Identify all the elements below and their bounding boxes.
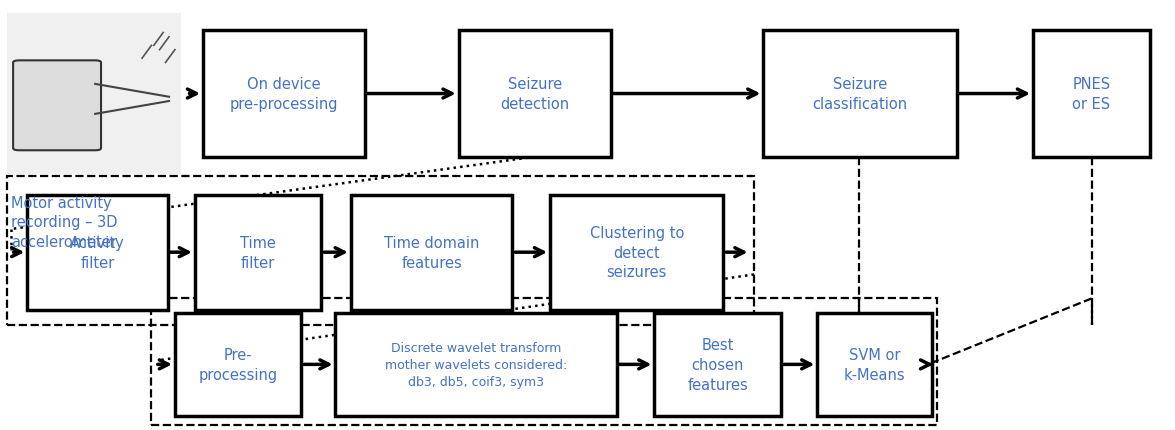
- FancyBboxPatch shape: [27, 195, 168, 310]
- FancyBboxPatch shape: [7, 14, 181, 175]
- FancyBboxPatch shape: [458, 31, 611, 157]
- Text: Discrete wavelet transform
mother wavelets considered:
db3, db5, coif3, sym3: Discrete wavelet transform mother wavele…: [385, 341, 568, 388]
- Text: Activity
filter: Activity filter: [70, 235, 125, 270]
- FancyBboxPatch shape: [336, 313, 617, 416]
- FancyBboxPatch shape: [764, 31, 956, 157]
- FancyBboxPatch shape: [175, 313, 302, 416]
- FancyBboxPatch shape: [350, 195, 512, 310]
- Text: SVM or
k-Means: SVM or k-Means: [844, 347, 906, 382]
- Text: Time
filter: Time filter: [240, 235, 276, 270]
- Text: Pre-
processing: Pre- processing: [199, 347, 277, 382]
- Text: Best
chosen
features: Best chosen features: [687, 337, 748, 392]
- FancyBboxPatch shape: [203, 31, 364, 157]
- Text: PNES
or ES: PNES or ES: [1073, 77, 1110, 112]
- FancyBboxPatch shape: [1033, 31, 1150, 157]
- FancyBboxPatch shape: [550, 195, 724, 310]
- Text: Clustering to
detect
seizures: Clustering to detect seizures: [590, 225, 684, 280]
- Text: Seizure
classification: Seizure classification: [812, 77, 907, 112]
- Text: Motor activity
recording – 3D
accelerometer: Motor activity recording – 3D accelerome…: [11, 196, 118, 249]
- FancyBboxPatch shape: [818, 313, 932, 416]
- Text: Seizure
detection: Seizure detection: [501, 77, 570, 112]
- Text: Time domain
features: Time domain features: [384, 235, 479, 270]
- FancyBboxPatch shape: [654, 313, 781, 416]
- FancyBboxPatch shape: [195, 195, 322, 310]
- FancyBboxPatch shape: [13, 61, 101, 151]
- Text: On device
pre-processing: On device pre-processing: [229, 77, 338, 112]
